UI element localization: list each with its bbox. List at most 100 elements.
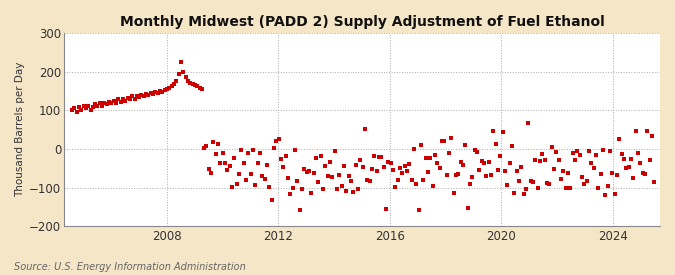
Point (416, 142, 427, 147)
Point (313, 180, 324, 184)
Point (74, 105, 84, 109)
Point (108, 98, 119, 103)
Point (106, 101, 117, 106)
Point (325, 160, 335, 164)
Point (304, 169, 315, 173)
Point (453, 172, 464, 177)
Point (630, 129, 641, 133)
Point (477, 159, 487, 163)
Point (297, 186, 308, 191)
Point (267, 198, 277, 203)
Point (357, 165, 368, 169)
Point (346, 179, 356, 183)
Point (367, 167, 377, 171)
Point (574, 153, 585, 158)
Point (353, 186, 364, 191)
Point (495, 154, 506, 158)
Point (306, 191, 317, 196)
Point (257, 174, 268, 178)
Point (439, 139, 450, 143)
Point (523, 121, 534, 125)
Point (327, 175, 338, 180)
Point (117, 97, 128, 101)
Point (474, 168, 485, 172)
Point (196, 87, 207, 91)
Point (264, 185, 275, 189)
Point (591, 152, 601, 157)
Point (243, 151, 254, 155)
Point (350, 163, 361, 167)
Point (192, 84, 202, 89)
Point (586, 161, 597, 165)
Point (213, 141, 223, 146)
Point (520, 186, 531, 191)
Point (568, 151, 578, 155)
Point (397, 171, 408, 175)
Point (180, 75, 191, 80)
Point (400, 164, 410, 169)
Point (206, 171, 217, 175)
Point (115, 100, 126, 104)
Point (78, 104, 89, 109)
Point (315, 154, 326, 158)
Point (76, 107, 86, 112)
Point (95, 101, 105, 106)
Point (490, 142, 501, 146)
Point (280, 154, 291, 159)
Point (640, 172, 651, 176)
Point (222, 168, 233, 172)
Point (339, 163, 350, 168)
Point (448, 191, 459, 195)
Point (525, 179, 536, 183)
Point (502, 182, 513, 187)
Point (203, 166, 214, 171)
Point (141, 92, 152, 96)
Point (198, 146, 209, 150)
Point (542, 181, 553, 185)
Point (288, 186, 298, 191)
Point (595, 172, 606, 177)
Point (169, 82, 180, 86)
Point (120, 98, 131, 103)
Point (269, 146, 279, 151)
Point (593, 186, 604, 190)
Point (597, 148, 608, 152)
Point (512, 169, 522, 173)
Point (234, 172, 244, 177)
Point (619, 156, 630, 161)
Point (208, 139, 219, 144)
Point (507, 144, 518, 148)
Point (101, 102, 112, 107)
Point (458, 163, 468, 167)
Point (628, 176, 639, 180)
Point (602, 184, 613, 188)
Point (155, 89, 165, 93)
Point (173, 71, 184, 76)
Point (576, 175, 587, 179)
Point (539, 158, 550, 162)
Point (395, 166, 406, 170)
Point (185, 81, 196, 86)
Point (329, 148, 340, 153)
Point (560, 186, 571, 190)
Point (271, 139, 282, 143)
Point (211, 152, 221, 156)
Point (425, 156, 436, 161)
Point (111, 100, 122, 105)
Point (385, 161, 396, 165)
Point (464, 182, 475, 186)
Point (404, 161, 415, 166)
Point (167, 84, 178, 89)
Point (278, 165, 289, 170)
Point (381, 207, 392, 211)
Point (374, 155, 385, 159)
Point (626, 157, 637, 161)
Point (551, 150, 562, 154)
Point (143, 93, 154, 97)
Point (621, 166, 632, 170)
Point (97, 103, 107, 108)
Point (509, 191, 520, 195)
Point (285, 192, 296, 196)
Point (435, 166, 446, 170)
Point (645, 157, 655, 162)
